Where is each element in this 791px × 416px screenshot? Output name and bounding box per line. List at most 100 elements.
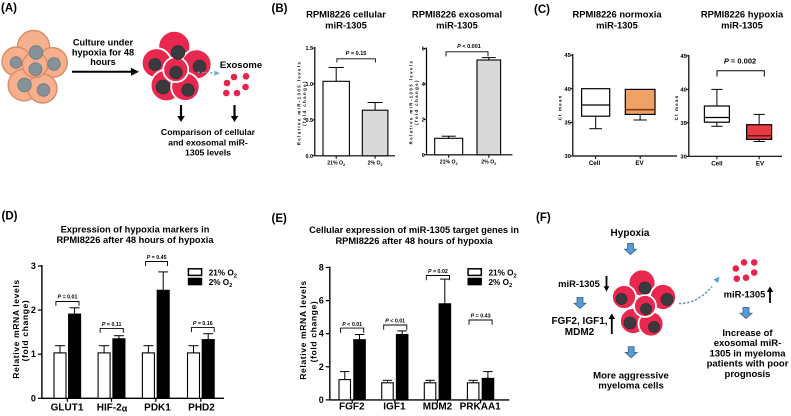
svg-text:2% O2: 2% O2 <box>368 161 383 167</box>
svg-text:GLUT1: GLUT1 <box>51 403 84 414</box>
svg-text:0: 0 <box>31 393 36 403</box>
svg-text:(C): (C) <box>534 4 550 16</box>
svg-text:PHD2: PHD2 <box>188 403 215 414</box>
svg-text:P = 0.002: P = 0.002 <box>724 57 756 66</box>
svg-text:(A): (A) <box>1 3 17 15</box>
svg-text:prognosis: prognosis <box>725 369 771 380</box>
svg-text:exosomal miR-: exosomal miR- <box>714 338 782 349</box>
svg-text:P < 0.001: P < 0.001 <box>457 44 481 50</box>
svg-text:(fold change): (fold change) <box>309 301 319 363</box>
svg-text:1: 1 <box>31 349 36 359</box>
svg-text:Increase of: Increase of <box>722 328 773 339</box>
svg-text:FGF2, IGF1,: FGF2, IGF1, <box>551 316 607 327</box>
svg-text:21% O2: 21% O2 <box>209 269 237 280</box>
svg-text:2: 2 <box>319 362 324 372</box>
svg-text:30: 30 <box>680 154 686 160</box>
svg-text:MDM2: MDM2 <box>565 327 595 338</box>
svg-text:45: 45 <box>680 54 687 60</box>
svg-text:Hypoxia: Hypoxia <box>611 228 650 239</box>
svg-text:miR-1305: miR-1305 <box>325 20 367 31</box>
svg-text:4: 4 <box>422 82 425 88</box>
svg-text:P < 0.01: P < 0.01 <box>385 319 405 325</box>
svg-text:(E): (E) <box>272 213 288 225</box>
svg-text:EV: EV <box>756 161 765 168</box>
svg-text:Cell: Cell <box>711 161 723 168</box>
svg-text:miR-1305: miR-1305 <box>596 20 638 31</box>
svg-text:(D): (D) <box>2 211 18 223</box>
svg-text:HIF-2α: HIF-2α <box>97 403 128 414</box>
svg-text:45: 45 <box>564 53 571 59</box>
svg-text:hours: hours <box>90 57 116 67</box>
svg-text:PDK1: PDK1 <box>144 403 171 414</box>
svg-text:FGF2: FGF2 <box>339 402 365 413</box>
svg-text:35: 35 <box>564 120 571 126</box>
svg-text:1.0: 1.0 <box>306 82 314 88</box>
svg-text:21% O2: 21% O2 <box>489 269 517 280</box>
svg-text:21% O2: 21% O2 <box>440 160 458 166</box>
svg-text:2% O2: 2% O2 <box>481 160 496 166</box>
svg-text:1.5: 1.5 <box>306 46 314 52</box>
svg-text:miR-1305: miR-1305 <box>436 20 478 31</box>
svg-text:EV: EV <box>635 160 644 167</box>
svg-text:Cell: Cell <box>589 160 601 167</box>
svg-text:RPMI8226 cellular: RPMI8226 cellular <box>306 9 386 20</box>
svg-text:1305 levels: 1305 levels <box>185 148 231 158</box>
svg-text:P = 0.02: P = 0.02 <box>428 269 448 275</box>
svg-text:Ct mean: Ct mean <box>674 95 679 121</box>
svg-text:2: 2 <box>31 305 36 315</box>
svg-text:8: 8 <box>319 263 324 273</box>
svg-text:6: 6 <box>422 47 425 53</box>
svg-text:RPMI8226 hypoxia: RPMI8226 hypoxia <box>701 9 784 20</box>
svg-text:Relative mRNA levels: Relative mRNA levels <box>298 280 308 380</box>
svg-text:4: 4 <box>319 329 324 339</box>
svg-text:Expression of hypoxia markers: Expression of hypoxia markers in <box>61 225 210 235</box>
svg-text:Relative miR-1305 levels: Relative miR-1305 levels <box>296 61 301 146</box>
svg-text:0.0: 0.0 <box>306 154 314 160</box>
svg-text:PRKAA1: PRKAA1 <box>460 402 502 413</box>
svg-text:2% O2: 2% O2 <box>489 278 513 289</box>
svg-text:myeloma cells: myeloma cells <box>598 381 664 392</box>
svg-text:miR-1305: miR-1305 <box>721 20 763 31</box>
svg-text:RPMI8226 after 48 hours of hyp: RPMI8226 after 48 hours of hypoxia <box>56 235 214 245</box>
svg-text:Relative mRNA levels: Relative mRNA levels <box>11 279 21 379</box>
svg-text:1305 in myeloma: 1305 in myeloma <box>709 348 786 359</box>
svg-text:IGF1: IGF1 <box>383 402 406 413</box>
svg-text:More aggressive: More aggressive <box>593 370 669 381</box>
svg-text:40: 40 <box>680 87 686 93</box>
svg-text:3: 3 <box>31 261 36 271</box>
svg-text:30: 30 <box>564 154 570 160</box>
svg-text:hypoxia for 48: hypoxia for 48 <box>72 47 134 57</box>
svg-text:miR-1305: miR-1305 <box>558 278 600 289</box>
svg-text:MDM2: MDM2 <box>423 402 453 413</box>
svg-text:Comparison of cellular: Comparison of cellular <box>161 127 256 137</box>
svg-text:2% O2: 2% O2 <box>209 278 233 289</box>
svg-text:(fold change): (fold change) <box>414 79 419 125</box>
svg-text:RPMI8226 normoxia: RPMI8226 normoxia <box>572 9 662 20</box>
svg-text:P = 0.11: P = 0.11 <box>102 322 122 328</box>
svg-text:P = 0.01: P = 0.01 <box>58 295 78 301</box>
svg-text:(B): (B) <box>272 3 288 15</box>
svg-text:RPMI8226 exosomal: RPMI8226 exosomal <box>412 9 502 20</box>
svg-text:Cellular expression of miR-130: Cellular expression of miR-1305 target g… <box>309 225 519 235</box>
svg-text:miR-1305: miR-1305 <box>724 288 766 299</box>
svg-text:21% O2: 21% O2 <box>327 161 345 167</box>
svg-text:and exosomal miR-: and exosomal miR- <box>168 137 248 147</box>
svg-text:0: 0 <box>422 153 425 159</box>
svg-text:RPMI8226 after 48 hours of hyp: RPMI8226 after 48 hours of hypoxia <box>335 236 493 246</box>
svg-text:P = 0.15: P = 0.15 <box>346 51 367 57</box>
svg-text:Ct mean: Ct mean <box>558 95 563 121</box>
svg-text:Exosome: Exosome <box>220 60 262 71</box>
svg-text:0.5: 0.5 <box>306 118 314 124</box>
svg-text:35: 35 <box>680 121 687 127</box>
svg-text:6: 6 <box>319 296 324 306</box>
svg-text:40: 40 <box>564 87 570 93</box>
svg-text:(F): (F) <box>536 212 551 224</box>
svg-text:(fold change): (fold change) <box>302 80 307 126</box>
svg-text:0: 0 <box>319 395 324 405</box>
svg-text:2: 2 <box>422 117 425 123</box>
svg-text:P = 0.43: P = 0.43 <box>471 314 491 320</box>
svg-text:P = 0.16: P = 0.16 <box>193 321 213 327</box>
svg-text:Culture under: Culture under <box>73 37 134 47</box>
svg-text:P < 0.01: P < 0.01 <box>342 322 362 328</box>
svg-text:patients with poor: patients with poor <box>707 359 789 370</box>
